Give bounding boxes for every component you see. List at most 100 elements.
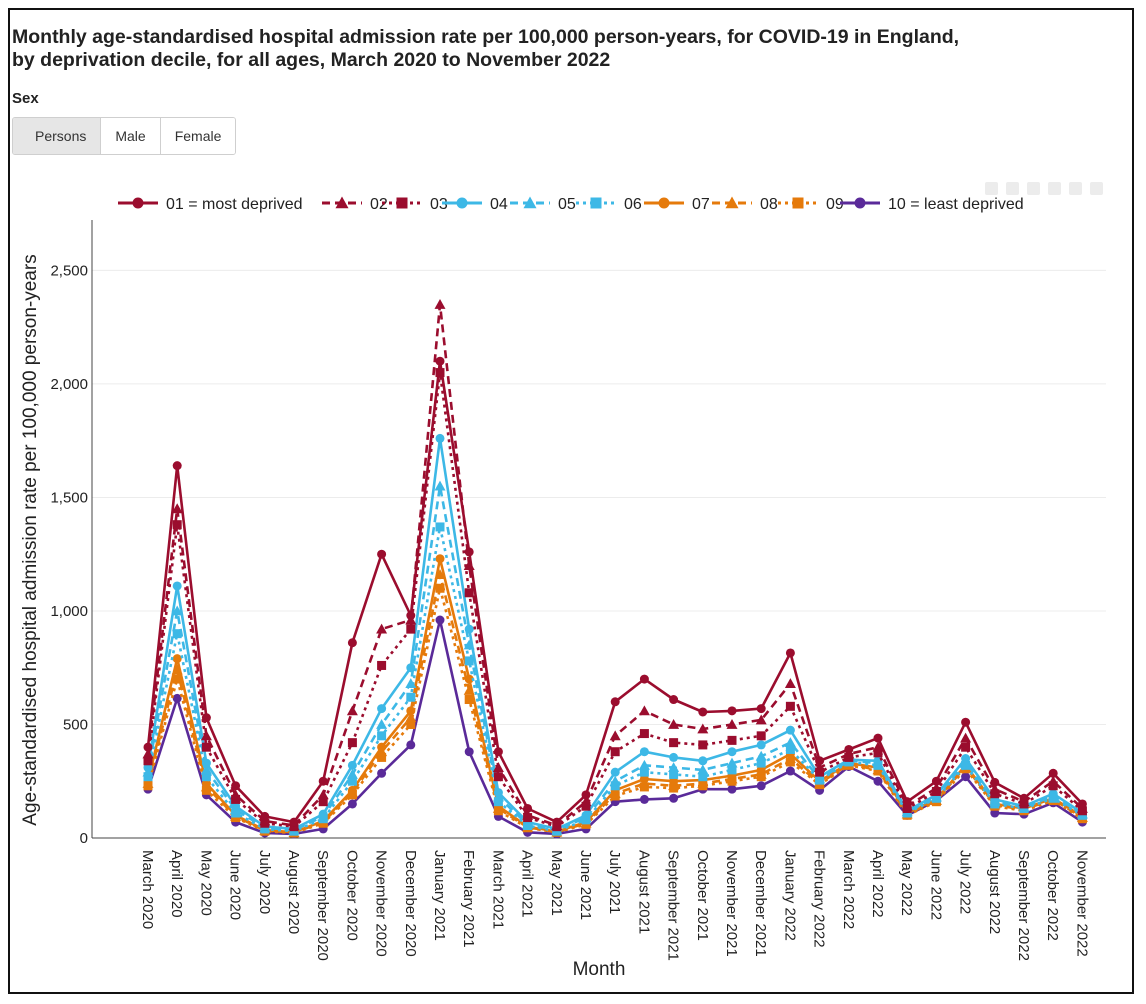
legend-item-8: 08 <box>712 196 778 213</box>
x-tick-label: August 2022 <box>986 850 1003 934</box>
data-point <box>376 718 388 729</box>
data-point <box>318 797 328 807</box>
data-point <box>435 522 445 532</box>
data-point <box>376 623 388 634</box>
x-tick-label: June 2021 <box>577 850 594 920</box>
data-point <box>726 718 738 729</box>
legend-marker <box>725 196 739 209</box>
data-point <box>727 706 737 716</box>
data-point <box>377 742 387 752</box>
legend-marker <box>132 197 144 209</box>
data-point <box>784 737 796 748</box>
series-7 <box>143 554 1087 837</box>
data-point <box>347 638 357 648</box>
magnify-icon[interactable] <box>1069 182 1082 195</box>
data-point <box>990 808 1000 818</box>
x-tick-label: June 2020 <box>227 850 244 920</box>
series-9 <box>143 583 1087 838</box>
data-point <box>727 784 737 794</box>
data-point <box>347 760 357 770</box>
data-point <box>756 781 766 791</box>
data-point <box>581 810 591 820</box>
data-point <box>638 705 650 716</box>
legend-item-2: 02 <box>322 196 388 213</box>
data-point <box>200 764 212 775</box>
legend-label: 08 <box>760 196 778 213</box>
x-tick-label: April 2020 <box>168 850 185 918</box>
data-point <box>990 777 1000 787</box>
data-point <box>377 752 387 762</box>
data-point <box>435 356 445 366</box>
data-point <box>639 747 649 757</box>
data-point <box>347 799 357 809</box>
data-point <box>406 719 416 729</box>
data-point <box>143 763 153 773</box>
data-point <box>172 693 182 703</box>
data-point <box>435 554 445 564</box>
data-point <box>434 298 446 309</box>
data-point <box>726 757 738 768</box>
data-point <box>756 765 766 775</box>
data-point <box>960 732 972 743</box>
data-point <box>727 765 737 775</box>
zoom-icon[interactable] <box>1006 182 1019 195</box>
data-point <box>814 762 826 773</box>
data-point <box>961 717 971 727</box>
title-line-2: by deprivation decile, for all ages, Mar… <box>12 49 611 71</box>
pan-icon[interactable] <box>1027 182 1040 195</box>
data-point <box>815 756 825 766</box>
data-point <box>756 758 766 768</box>
y-tick-label: 1,000 <box>50 603 88 620</box>
data-point <box>464 547 474 557</box>
female-button[interactable]: Female <box>160 118 236 154</box>
plus-icon[interactable] <box>1048 182 1061 195</box>
data-point <box>697 723 709 734</box>
x-tick-label: July 2020 <box>256 850 273 914</box>
series-10 <box>143 615 1087 839</box>
data-point <box>552 817 562 827</box>
figure-frame: Monthly age-standardised hospital admiss… <box>8 8 1134 994</box>
legend-item-6: 06 <box>576 196 642 213</box>
x-tick-label: February 2022 <box>811 850 828 948</box>
camera-icon[interactable] <box>985 182 998 195</box>
data-point <box>785 648 795 658</box>
x-tick-label: May 2022 <box>898 850 915 916</box>
data-point <box>493 788 503 798</box>
data-point <box>873 776 883 786</box>
data-point <box>406 706 416 716</box>
data-point <box>201 772 211 782</box>
male-button[interactable]: Male <box>101 118 161 154</box>
data-point <box>346 768 358 779</box>
x-tick-label: November 2021 <box>723 850 740 957</box>
data-point <box>172 654 182 664</box>
data-point <box>377 704 387 714</box>
home-icon[interactable] <box>1090 182 1103 195</box>
persons-button[interactable]: Persons <box>13 118 102 154</box>
data-point <box>171 605 183 616</box>
data-point <box>377 660 387 670</box>
x-tick-label: February 2021 <box>460 850 477 948</box>
data-point <box>201 742 211 752</box>
data-point <box>756 740 766 750</box>
data-point <box>610 697 620 707</box>
legend-label: 03 <box>430 196 448 213</box>
data-point <box>231 794 241 804</box>
x-axis-title: Month <box>573 959 626 980</box>
series-6 <box>143 522 1087 836</box>
x-tick-label: September 2022 <box>1015 850 1032 961</box>
y-tick-label: 2,000 <box>50 376 88 393</box>
data-point <box>201 713 211 723</box>
x-tick-label: October 2021 <box>694 850 711 941</box>
x-tick-label: September 2021 <box>665 850 682 961</box>
legend-label: 09 <box>826 196 844 213</box>
data-point <box>610 767 620 777</box>
data-point <box>464 747 474 757</box>
x-tick-label: October 2020 <box>343 850 360 941</box>
data-point <box>172 629 182 639</box>
data-point <box>406 663 416 673</box>
data-point <box>698 772 708 782</box>
data-point <box>492 762 504 773</box>
data-point <box>961 772 971 782</box>
data-point <box>610 781 620 791</box>
x-tick-label: April 2022 <box>869 850 886 918</box>
